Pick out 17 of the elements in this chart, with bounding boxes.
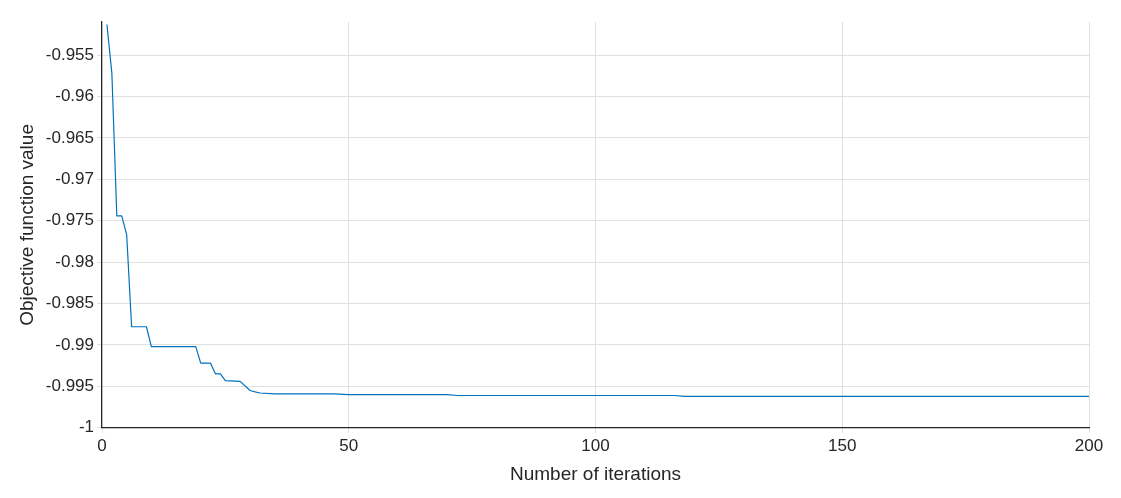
x-tick-label: 200 [1074,435,1104,455]
y-tick-label: -0.995 [45,376,94,396]
x-tick-label: 50 [339,435,359,455]
y-tick-label: -0.985 [45,293,94,313]
y-axis-title: Objective function value [15,124,37,326]
x-tick-label: 100 [581,435,610,455]
x-tick-label: 150 [828,435,857,455]
y-tick-label: -0.97 [55,169,94,189]
y-tick-label: -0.96 [55,86,94,106]
x-tick-label: 0 [97,435,107,455]
y-tick-label: -0.99 [55,334,94,354]
y-tick-label: -0.955 [45,44,94,64]
y-tick-label: -0.98 [55,251,94,271]
y-tick-label: -0.975 [45,210,94,230]
y-tick-label: -1 [78,417,94,437]
y-tick-label: -0.965 [45,127,94,147]
x-axis-title: Number of iterations [509,462,682,484]
